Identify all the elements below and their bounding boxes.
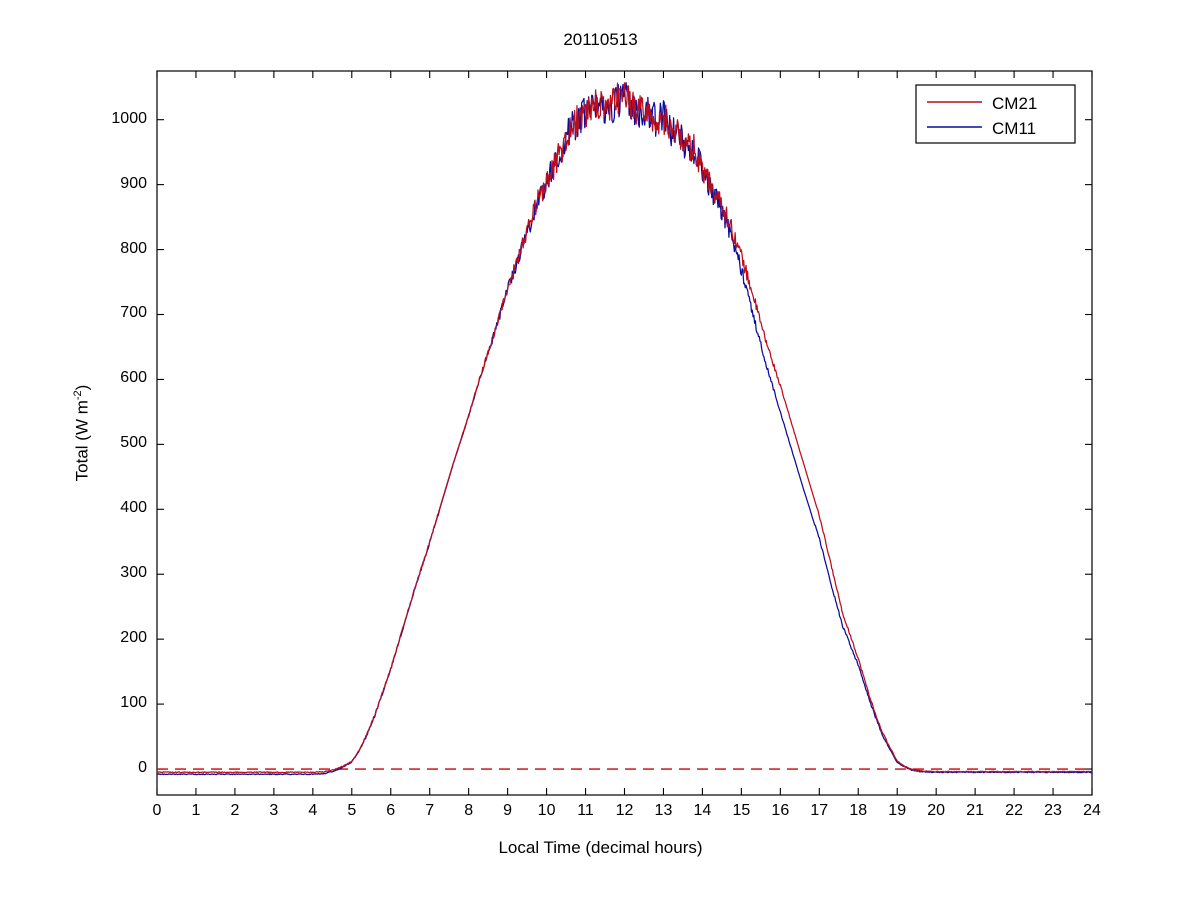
x-tick-label: 6 bbox=[386, 802, 396, 819]
x-tick-label: 12 bbox=[615, 802, 634, 819]
x-tick-label: 10 bbox=[537, 802, 556, 819]
x-tick-label: 20 bbox=[927, 802, 946, 819]
x-tick-label: 7 bbox=[425, 802, 435, 819]
x-tick-label: 5 bbox=[347, 802, 357, 819]
x-tick-label: 11 bbox=[577, 802, 594, 819]
x-tick-label: 15 bbox=[732, 802, 751, 819]
legend: CM21 CM11 bbox=[915, 84, 1076, 144]
x-tick-label: 1 bbox=[191, 802, 201, 819]
series-line-cm11 bbox=[157, 81, 1092, 776]
legend-box bbox=[915, 84, 1076, 144]
x-tick-label: 14 bbox=[693, 802, 712, 819]
x-tick-label: 19 bbox=[888, 802, 907, 819]
x-tick-label: 18 bbox=[849, 802, 868, 819]
x-tick-label: 21 bbox=[966, 802, 985, 819]
x-tick-label: 8 bbox=[464, 802, 474, 819]
x-tick-label: 17 bbox=[810, 802, 829, 819]
x-tick-label: 2 bbox=[230, 802, 240, 819]
y-tick-label: 300 bbox=[120, 564, 147, 582]
x-axis-label: Local Time (decimal hours) bbox=[498, 838, 703, 857]
y-tick-label: 0 bbox=[138, 759, 147, 777]
x-tick-label: 22 bbox=[1005, 802, 1023, 819]
y-tick-label: 600 bbox=[120, 369, 147, 387]
series-line-cm21 bbox=[157, 82, 1092, 774]
plot-frame bbox=[156, 70, 1093, 796]
x-tick-label: 23 bbox=[1044, 802, 1062, 819]
x-tick-label: 9 bbox=[503, 802, 513, 819]
x-tick-label: 16 bbox=[771, 802, 790, 819]
x-tick-label: 3 bbox=[269, 802, 279, 819]
chart-title: 20110513 bbox=[563, 30, 638, 49]
y-tick-label: 800 bbox=[120, 239, 147, 257]
y-tick-label: 1000 bbox=[111, 109, 147, 127]
y-tick-label: 100 bbox=[120, 694, 147, 712]
y-tick-label: 400 bbox=[120, 499, 147, 517]
y-tick-label: 200 bbox=[120, 629, 147, 647]
x-tick-label: 4 bbox=[308, 802, 318, 819]
x-tick-label: 24 bbox=[1083, 802, 1101, 819]
x-tick-label: 0 bbox=[152, 802, 162, 819]
y-tick-label: 900 bbox=[120, 174, 147, 192]
y-tick-label: 700 bbox=[120, 304, 147, 322]
legend-label-cm11: CM11 bbox=[992, 119, 1036, 138]
series-group bbox=[157, 81, 1092, 776]
x-tick-label: 13 bbox=[654, 802, 673, 819]
y-tick-label: 500 bbox=[120, 434, 147, 452]
legend-label-cm21: CM21 bbox=[992, 94, 1037, 113]
